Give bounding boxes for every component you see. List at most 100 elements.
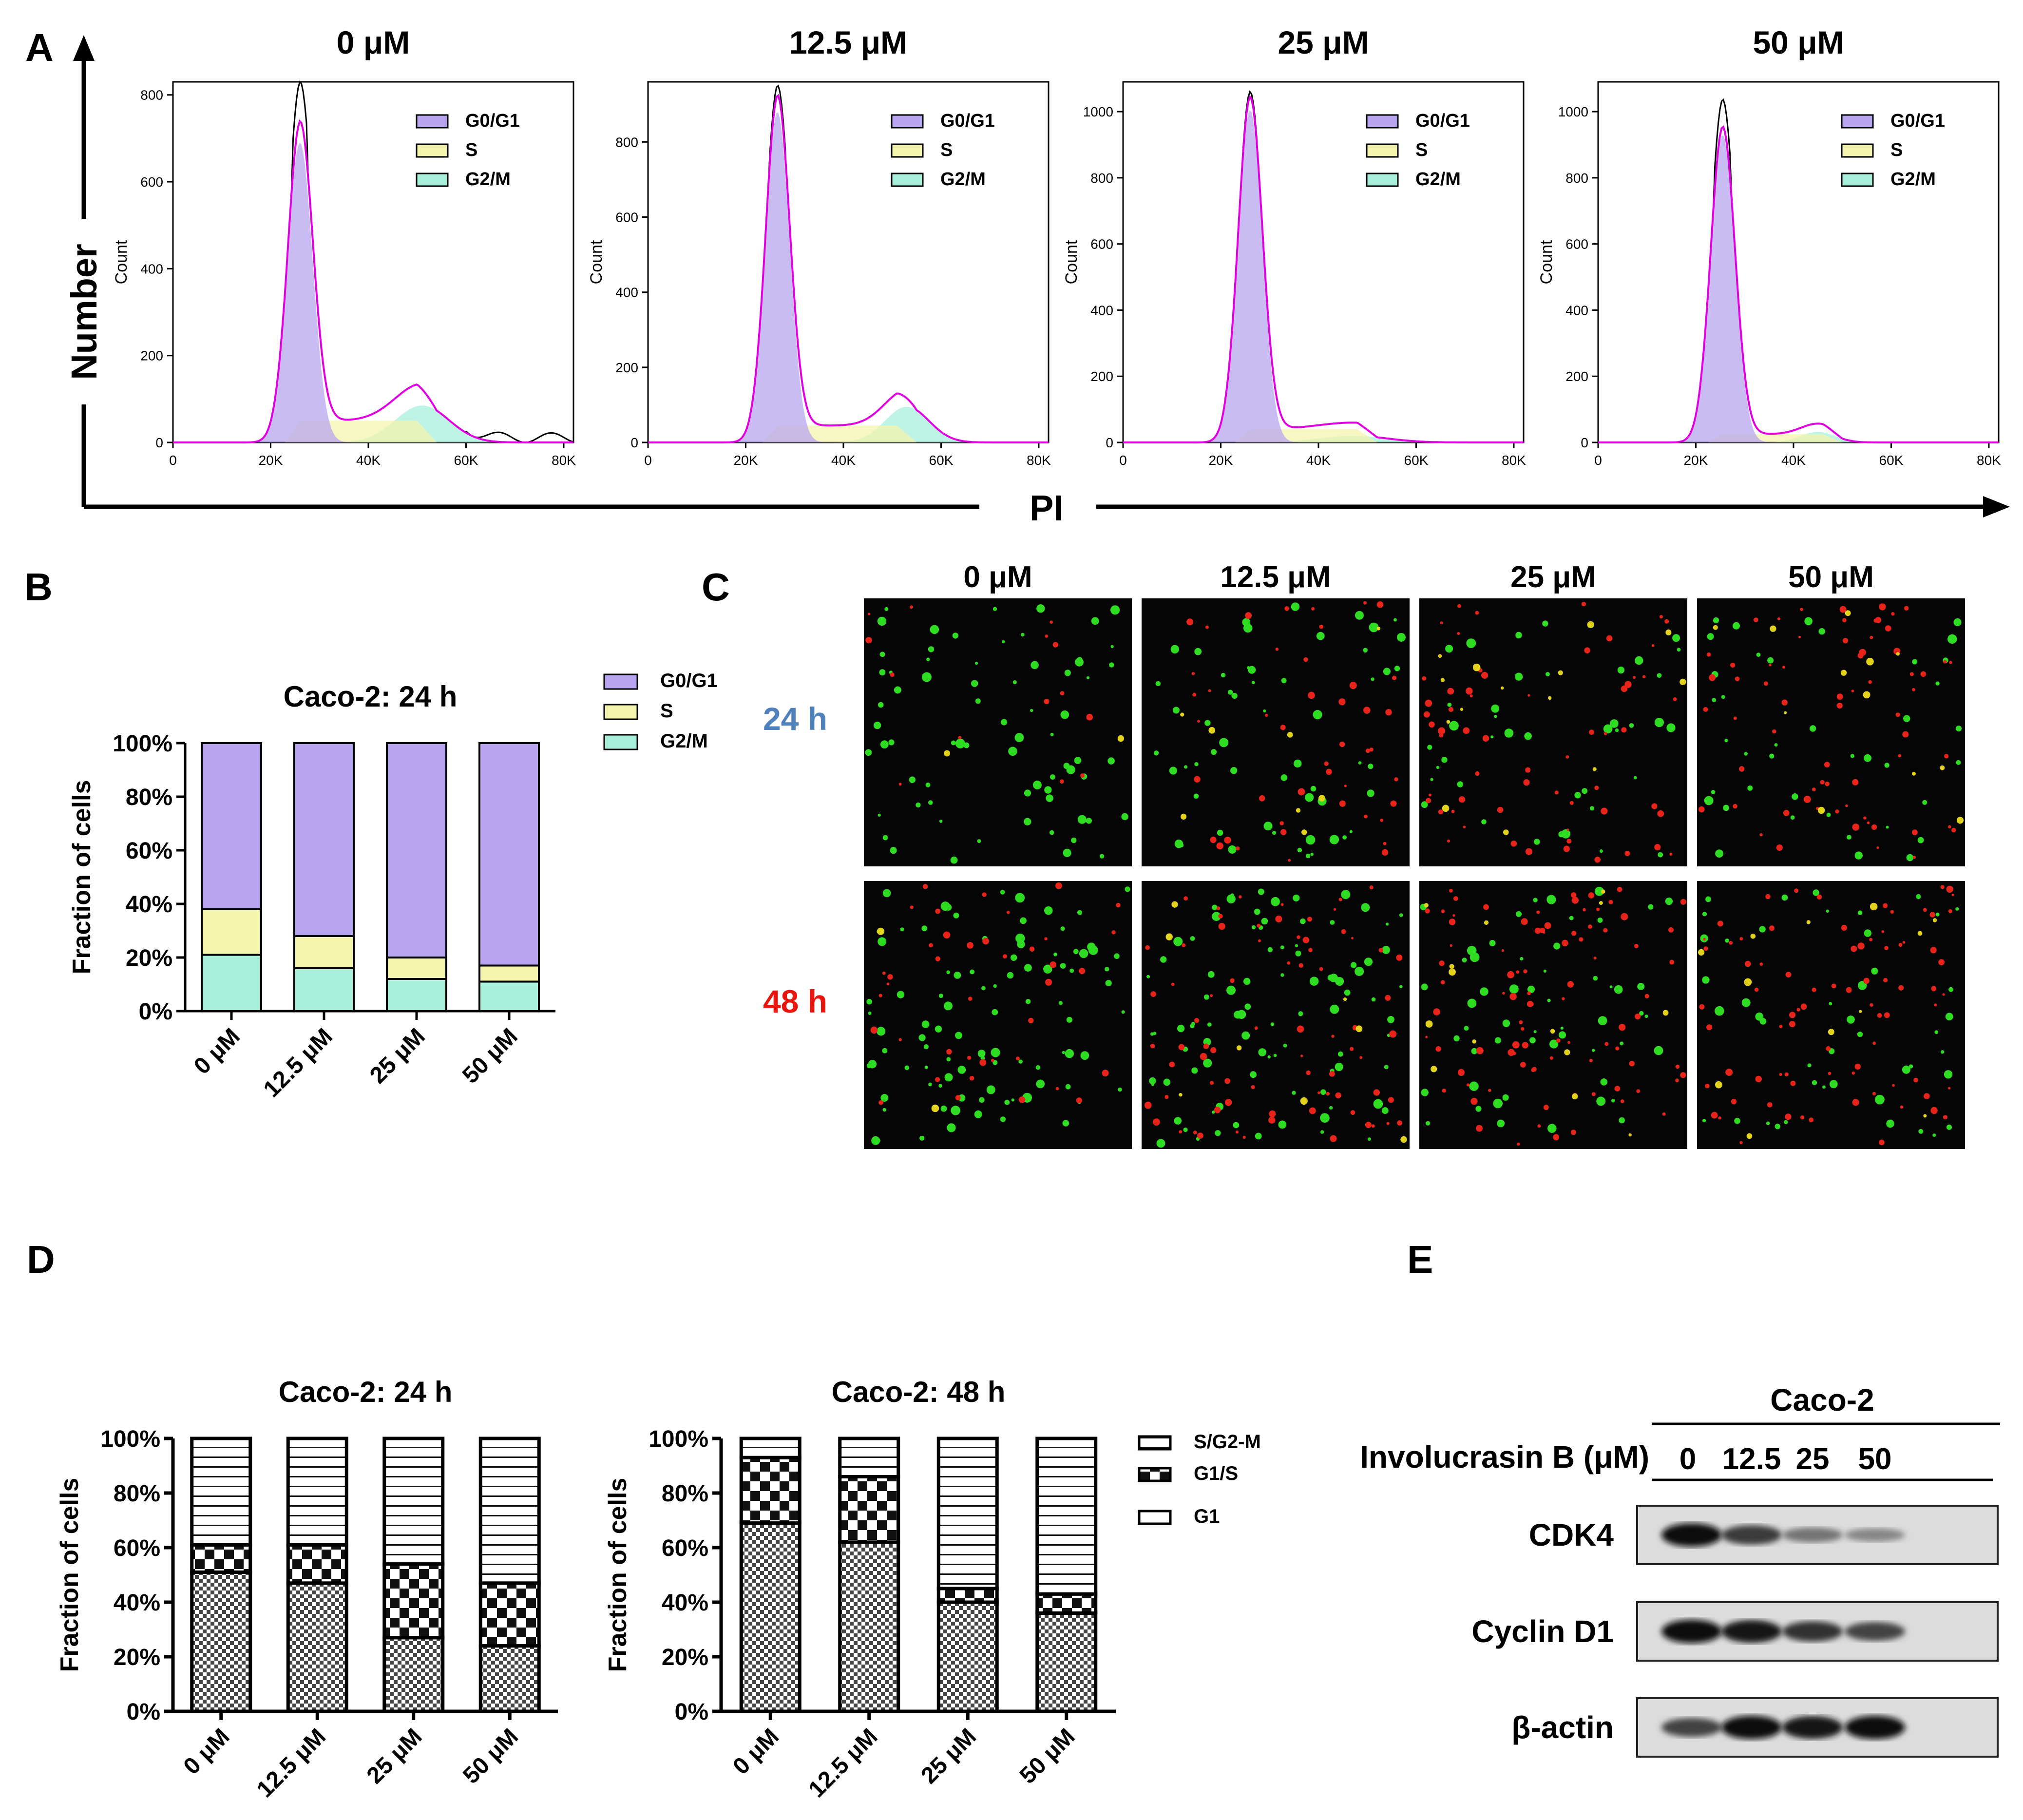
- live-cell-dot: [1547, 1124, 1557, 1133]
- apoptotic-cell-dot: [1592, 767, 1597, 771]
- blot-band: [1782, 1621, 1843, 1642]
- live-cell-dot: [1263, 822, 1273, 831]
- x-tick-label: 12.5 μM: [259, 1023, 338, 1102]
- live-cell-dot: [1712, 698, 1717, 702]
- apoptotic-cell-dot: [1300, 1097, 1308, 1105]
- panel-letter-b: B: [24, 565, 53, 609]
- dead-cell-dot: [1488, 1089, 1491, 1092]
- live-cell-dot: [1902, 1065, 1910, 1074]
- dead-cell-dot: [1192, 692, 1197, 697]
- dead-cell-dot: [1194, 1018, 1200, 1023]
- dead-cell-dot: [1457, 1069, 1465, 1076]
- live-cell-dot: [1713, 617, 1719, 624]
- dead-cell-dot: [1570, 1130, 1576, 1135]
- apoptotic-cell-dot: [1628, 1133, 1632, 1137]
- y-tick-label: 100%: [100, 1426, 160, 1452]
- dead-cell-dot: [1463, 825, 1466, 828]
- apoptotic-cell-dot: [1956, 817, 1964, 824]
- dead-cell-dot: [1501, 949, 1505, 952]
- live-cell-dot: [1024, 789, 1031, 797]
- live-cell-dot: [1204, 720, 1211, 726]
- live-cell-dot: [1227, 690, 1233, 695]
- apoptotic-cell-dot: [1431, 1066, 1437, 1073]
- live-cell-dot: [1399, 985, 1403, 988]
- dead-cell-dot: [1731, 1099, 1737, 1105]
- live-cell-dot: [1633, 776, 1637, 780]
- dead-cell-dot: [1218, 914, 1223, 919]
- y-tick-label: 400: [615, 285, 638, 300]
- live-cell-dot: [1547, 998, 1551, 1002]
- dead-cell-dot: [1798, 635, 1801, 638]
- dose-label: 25: [1796, 1442, 1830, 1476]
- live-cell-dot: [928, 800, 933, 805]
- live-cell-dot: [1382, 946, 1391, 954]
- fluorescence-image-0-3: [1697, 598, 1965, 866]
- dead-cell-dot: [1259, 795, 1265, 802]
- live-cell-dot: [979, 1097, 985, 1103]
- model-fit-line: [648, 94, 1049, 443]
- live-cell-dot: [1025, 999, 1031, 1004]
- y-tick-label: 600: [1090, 237, 1113, 252]
- dead-cell-dot: [1208, 689, 1211, 692]
- dead-cell-dot: [1651, 803, 1658, 809]
- live-cell-dot: [1295, 950, 1301, 957]
- apoptotic-cell-dot: [877, 927, 885, 935]
- dead-cell-dot: [1363, 707, 1371, 714]
- live-cell-dot: [935, 1025, 942, 1033]
- dead-cell-dot: [1601, 807, 1608, 815]
- dead-cell-dot: [1193, 1130, 1197, 1135]
- x-tick-label: 50 μM: [458, 1023, 523, 1089]
- live-cell-dot: [1367, 789, 1374, 797]
- column-label: 0 μM: [963, 560, 1032, 594]
- live-cell-dot: [1574, 792, 1581, 799]
- y-tick-label: 20%: [114, 1645, 160, 1670]
- live-cell-dot: [1546, 672, 1550, 676]
- live-cell-dot: [1383, 668, 1391, 675]
- live-cell-dot: [1076, 657, 1083, 663]
- dead-cell-dot: [1396, 954, 1403, 961]
- dead-cell-dot: [1210, 836, 1217, 843]
- dead-cell-dot: [1520, 1062, 1526, 1068]
- apoptotic-cell-dot: [1376, 627, 1381, 631]
- dead-cell-dot: [1116, 902, 1121, 908]
- dead-cell-dot: [1759, 962, 1763, 966]
- y-tick-label: 0: [1581, 435, 1588, 450]
- live-cell-dot: [1475, 1106, 1482, 1112]
- live-cell-dot: [1226, 894, 1236, 904]
- dead-cell-dot: [1482, 735, 1489, 742]
- live-cell-dot: [1011, 1098, 1014, 1102]
- bar-segment-g0-g1: [293, 742, 355, 937]
- dead-cell-dot: [1425, 699, 1432, 707]
- dead-cell-dot: [1769, 925, 1775, 931]
- live-cell-dot: [1561, 829, 1571, 839]
- y-tick-label: 0: [630, 435, 638, 450]
- bar-segment-g1: [739, 1521, 802, 1713]
- legend-d-swatch-0: [1138, 1435, 1172, 1451]
- dead-cell-dot: [1594, 857, 1601, 863]
- dead-cell-dot: [1197, 720, 1200, 723]
- dead-cell-dot: [1329, 1071, 1335, 1077]
- live-cell-dot: [1430, 778, 1433, 781]
- live-cell-dot: [1371, 677, 1374, 681]
- dead-cell-dot: [1562, 939, 1568, 947]
- dead-cell-dot: [1588, 892, 1595, 899]
- x-tick-label: 0 μM: [189, 1023, 245, 1079]
- blot-band: [1845, 1622, 1905, 1641]
- dead-cell-dot: [1796, 1008, 1800, 1012]
- apoptotic-cell-dot: [1117, 735, 1125, 742]
- live-cell-dot: [1480, 987, 1489, 996]
- dead-cell-dot: [1948, 1087, 1951, 1090]
- live-cell-dot: [1702, 912, 1707, 917]
- apoptotic-cell-dot: [1424, 903, 1429, 908]
- live-cell-dot: [1617, 666, 1625, 674]
- dead-cell-dot: [1603, 732, 1607, 735]
- dead-cell-dot: [1879, 1139, 1885, 1146]
- y-axis-title: Fraction of cells: [56, 1478, 84, 1672]
- dead-cell-dot: [1884, 1012, 1890, 1018]
- dead-cell-dot: [1898, 754, 1902, 758]
- live-cell-dot: [1784, 1120, 1788, 1124]
- dead-cell-dot: [1200, 1053, 1207, 1060]
- dead-cell-dot: [1045, 634, 1049, 638]
- dead-cell-dot: [1669, 852, 1673, 856]
- dead-cell-dot: [1854, 1063, 1861, 1070]
